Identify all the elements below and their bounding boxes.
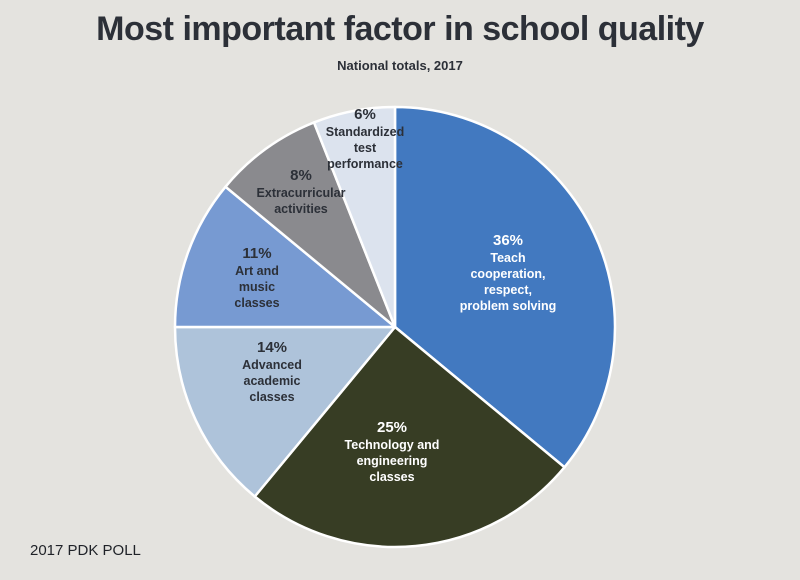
slice-label-line: Art and bbox=[235, 264, 279, 278]
slice-label-line: Teach bbox=[490, 251, 525, 265]
slice-label-line: Extracurricular bbox=[257, 186, 346, 200]
slice-percent: 6% bbox=[354, 106, 376, 123]
pie-slice-1 bbox=[393, 105, 617, 469]
slice-label-line: classes bbox=[369, 470, 414, 484]
slice-label-line: music bbox=[239, 280, 275, 294]
pie-slice-6 bbox=[312, 105, 397, 329]
pie-slice-3 bbox=[173, 325, 397, 498]
slice-label-line: Advanced bbox=[242, 358, 302, 372]
slice-label-line: test bbox=[354, 141, 377, 155]
pie-slice-2 bbox=[253, 325, 566, 549]
pie-slices bbox=[173, 105, 617, 549]
chart-title: Most important factor in school quality bbox=[96, 10, 704, 48]
slice-label-line: classes bbox=[234, 296, 279, 310]
pie-labels: 36% Teach cooperation, respect, problem solv… bbox=[234, 106, 556, 484]
slice-label-line: academic bbox=[244, 374, 301, 388]
slice-percent: 25% bbox=[377, 419, 407, 436]
chart-subtitle: National totals, 2017 bbox=[337, 58, 463, 73]
slice-label-1: 36% Teach cooperation, respect, problem solv… bbox=[460, 232, 557, 313]
slice-label-line: classes bbox=[249, 390, 294, 404]
slice-label-line: Technology and bbox=[345, 438, 440, 452]
slice-label-line: performance bbox=[327, 157, 403, 171]
slice-label-2: 25% Technology and engineering classes bbox=[345, 419, 440, 484]
slice-label-line: problem solving bbox=[460, 299, 557, 313]
slice-label-line: Standardized bbox=[326, 125, 405, 139]
slice-label-line: engineering bbox=[357, 454, 428, 468]
slice-label-line: activities bbox=[274, 202, 328, 216]
slice-label-4: 11% Art and music classes bbox=[234, 245, 279, 310]
slice-label-6: 6% Standardized test performance bbox=[326, 106, 405, 171]
slice-label-5: 8% Extracurricular activities bbox=[257, 167, 346, 216]
pie-slice-4 bbox=[173, 185, 397, 329]
slice-percent: 36% bbox=[493, 232, 523, 249]
slice-percent: 14% bbox=[257, 339, 287, 356]
pie-slice-5 bbox=[224, 121, 397, 329]
slice-label-3: 14% Advanced academic classes bbox=[242, 339, 302, 404]
slice-label-line: cooperation, bbox=[470, 267, 545, 281]
slice-label-line: respect, bbox=[484, 283, 532, 297]
slice-percent: 11% bbox=[242, 245, 271, 262]
source-credit: 2017 PDK POLL bbox=[30, 542, 141, 559]
slice-percent: 8% bbox=[290, 167, 312, 184]
